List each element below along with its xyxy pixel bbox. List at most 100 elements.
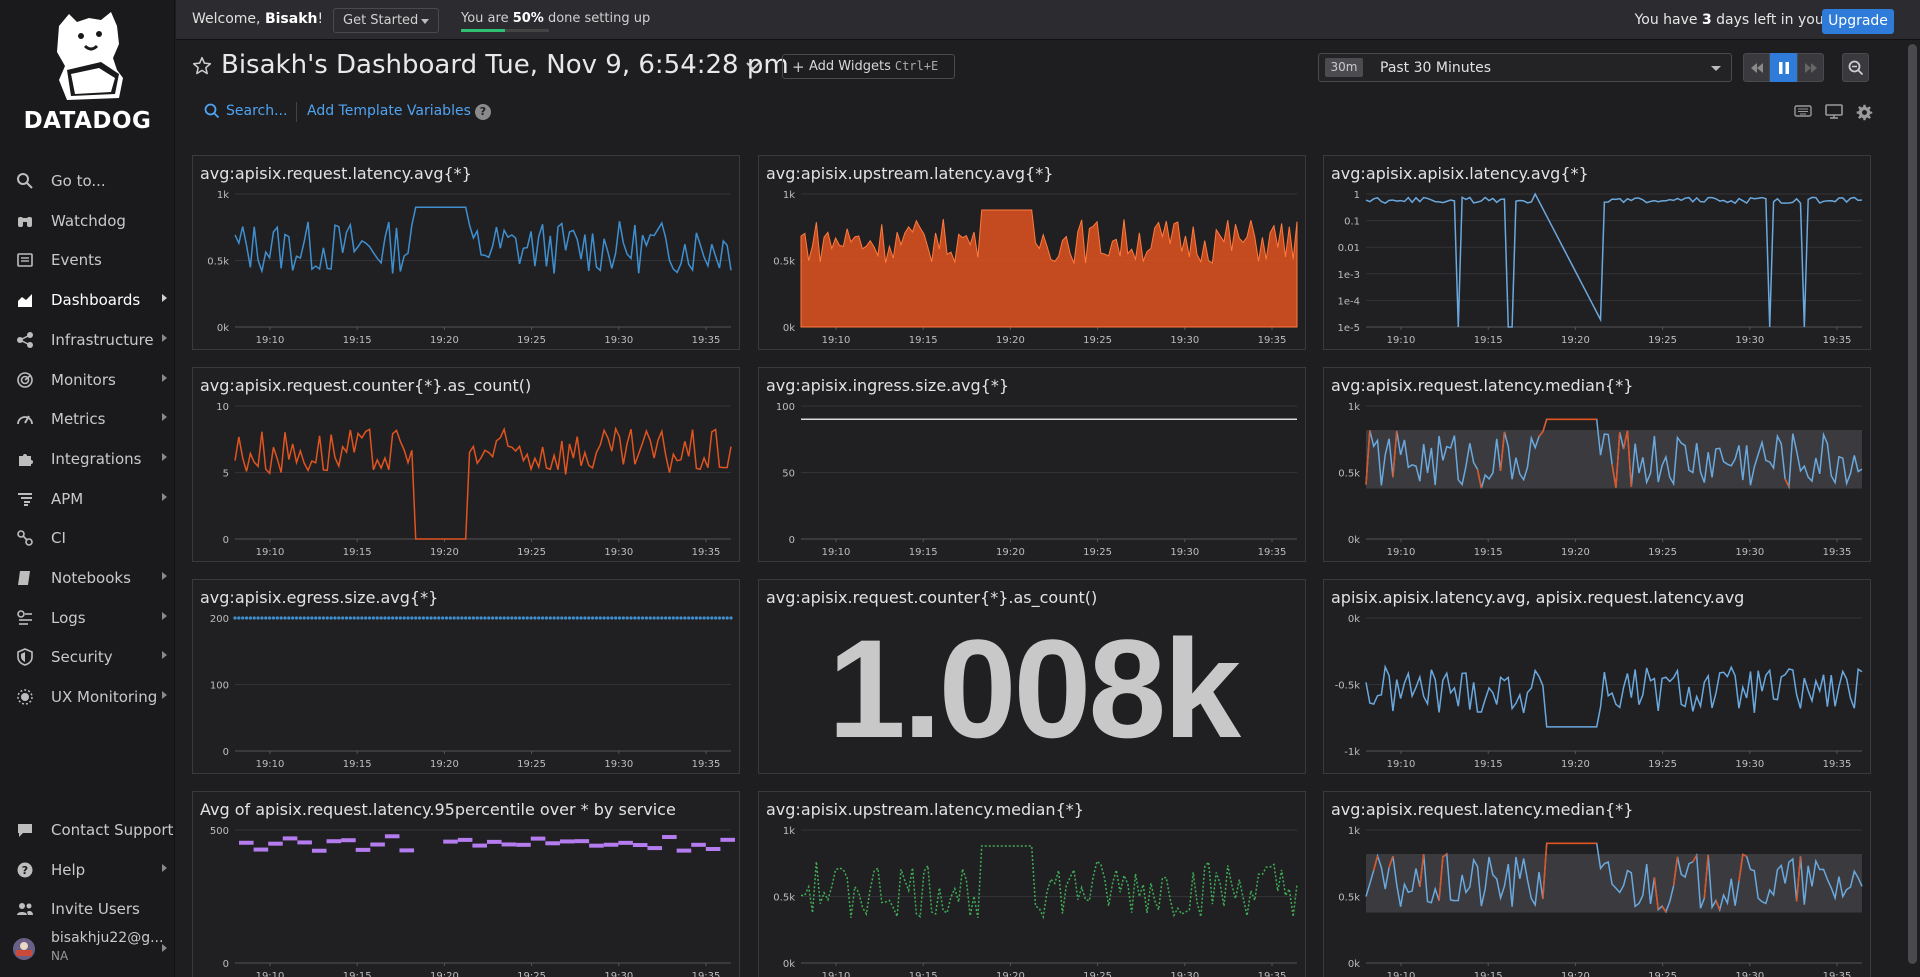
data-point [710, 616, 714, 620]
time-range-select[interactable]: 30m Past 30 Minutes [1318, 53, 1732, 82]
sidebar-item-ux[interactable]: UX Monitoring [0, 678, 175, 716]
setup-progress-bar [461, 29, 549, 32]
widget-w1[interactable]: avg:apisix.request.latency.avg{*} 1k 0.5k 0… [192, 155, 740, 350]
anomaly-segment [1438, 856, 1444, 901]
anomaly-segment [1388, 856, 1394, 868]
sidebar-item-monitors[interactable]: Monitors [0, 361, 175, 399]
keyboard-icon[interactable] [1794, 104, 1812, 118]
data-point [233, 616, 237, 620]
data-point [364, 616, 368, 620]
data-point [414, 616, 418, 620]
widget-w5[interactable]: avg:apisix.ingress.size.avg{*} 100 50 0 19:1… [758, 367, 1306, 562]
data-point [544, 616, 549, 620]
data-point [517, 616, 522, 620]
sidebar-item-security[interactable]: Security [0, 638, 175, 676]
setup-progress-text[interactable]: You are 50% done setting up [461, 11, 651, 26]
pause-button[interactable] [1770, 53, 1797, 82]
data-point [594, 616, 599, 620]
widget-w3[interactable]: avg:apisix.apisix.latency.avg{*} 1 0.1 0.01… [1323, 155, 1871, 350]
data-point [540, 616, 545, 620]
search-link[interactable]: Search... [204, 103, 287, 119]
datadog-logo[interactable]: DATADOG [0, 8, 175, 138]
widget-w4[interactable]: avg:apisix.request.counter{*}.as_count()… [192, 367, 740, 562]
fast-forward-button[interactable] [1797, 53, 1824, 82]
data-point [467, 616, 472, 620]
data-point [237, 616, 241, 620]
data-point [279, 616, 283, 620]
data-point [302, 616, 306, 620]
sidebar-item-infrastructure[interactable]: Infrastructure [0, 321, 175, 359]
data-point [679, 616, 683, 620]
sidebar-item-events[interactable]: Events [0, 241, 175, 279]
data-point [687, 616, 691, 620]
scrollbar-thumb[interactable] [1908, 44, 1917, 964]
sidebar-item-label: Dashboards [51, 291, 141, 310]
star-icon[interactable] [192, 56, 212, 76]
widget-w8[interactable]: avg:apisix.request.counter{*}.as_count()… [758, 579, 1306, 774]
data-point [556, 616, 560, 620]
widget-w7[interactable]: avg:apisix.egress.size.avg{*} 200 100 0 19:1… [192, 579, 740, 774]
widget-title: avg:apisix.request.counter{*}.as_count() [766, 588, 1098, 607]
add-template-variables-link[interactable]: Add Template Variables [307, 103, 471, 119]
x-tick-label: 19:10 [1387, 759, 1416, 770]
chevron-down-icon[interactable] [745, 60, 761, 72]
data-point [341, 616, 345, 620]
sidebar-item-metrics[interactable]: Metrics [0, 400, 175, 438]
sidebar: DATADOG Go to... Watchdog Events Dashboards… [0, 0, 175, 977]
y-tick-label: 10 [216, 402, 229, 413]
data-point [579, 616, 583, 620]
sidebar-item-integrations[interactable]: Integrations [0, 440, 175, 478]
data-point [598, 616, 602, 620]
sidebar-item-notebooks[interactable]: Notebooks [0, 559, 175, 597]
data-point [621, 616, 625, 620]
data-point [410, 616, 414, 620]
sidebar-item-logs[interactable]: Logs [0, 599, 175, 637]
widget-w9[interactable]: apisix.apisix.latency.avg, apisix.reques… [1323, 579, 1871, 774]
upgrade-button[interactable]: Upgrade [1822, 9, 1894, 34]
y-tick-label: 0k [783, 323, 795, 334]
puzzle-icon [16, 450, 34, 468]
widget-w6[interactable]: avg:apisix.request.latency.median{*} 1k 0.… [1323, 367, 1871, 562]
data-point [375, 616, 379, 620]
data-point [617, 616, 622, 620]
data-point [433, 616, 437, 620]
tv-mode-icon[interactable] [1825, 104, 1843, 120]
widget-w11[interactable]: avg:apisix.upstream.latency.median{*} 1k 0… [758, 791, 1306, 977]
sidebar-item-apm[interactable]: APM [0, 480, 175, 518]
sidebar-item-goto[interactable]: Go to... [0, 162, 175, 200]
widget-w12[interactable]: avg:apisix.request.latency.median{*} 1k 0.… [1323, 791, 1871, 977]
sidebar-item-watchdog[interactable]: Watchdog [0, 202, 175, 240]
data-point [671, 616, 675, 620]
anomaly-band [1366, 853, 1862, 913]
data-point [510, 616, 514, 620]
sidebar-item-invite[interactable]: Invite Users [0, 890, 175, 928]
sidebar-item-help[interactable]: ? Help [0, 851, 175, 889]
anomaly-segment [1738, 854, 1744, 882]
add-widgets-button[interactable]: + Add Widgets Ctrl+E [782, 54, 955, 79]
anomaly-segment [1692, 854, 1698, 863]
data-point [491, 616, 495, 620]
widget-w10[interactable]: Avg of apisix.request.latency.95percenti… [192, 791, 740, 977]
gear-icon[interactable] [1856, 104, 1873, 121]
sidebar-item-label: Help [51, 860, 86, 879]
data-point [417, 616, 422, 620]
anomaly-segment [1672, 856, 1679, 886]
rewind-button[interactable] [1743, 53, 1770, 82]
help-icon[interactable]: ? [475, 104, 491, 120]
series-line [1365, 664, 1863, 728]
sidebar-item-contact[interactable]: Contact Support [0, 811, 175, 849]
user-menu[interactable]: bisakhju22@g... NA [0, 926, 175, 974]
get-started-dropdown[interactable]: Get Started [333, 8, 439, 33]
widget-w2[interactable]: avg:apisix.upstream.latency.avg{*} 1k 0.5k… [758, 155, 1306, 350]
setup-percent: 50% [512, 11, 544, 26]
sidebar-item-dashboards[interactable]: Dashboards [0, 281, 175, 319]
y-tick-label: 1k [783, 190, 795, 201]
chevron-right-icon [162, 294, 167, 303]
data-point [494, 616, 499, 620]
network-icon [16, 331, 34, 349]
sidebar-item-ci[interactable]: CI [0, 519, 175, 557]
x-tick-label: 19:25 [1083, 547, 1112, 558]
x-tick-label: 19:35 [1823, 759, 1852, 770]
logs-icon [16, 609, 34, 627]
zoom-out-button[interactable] [1842, 53, 1869, 82]
